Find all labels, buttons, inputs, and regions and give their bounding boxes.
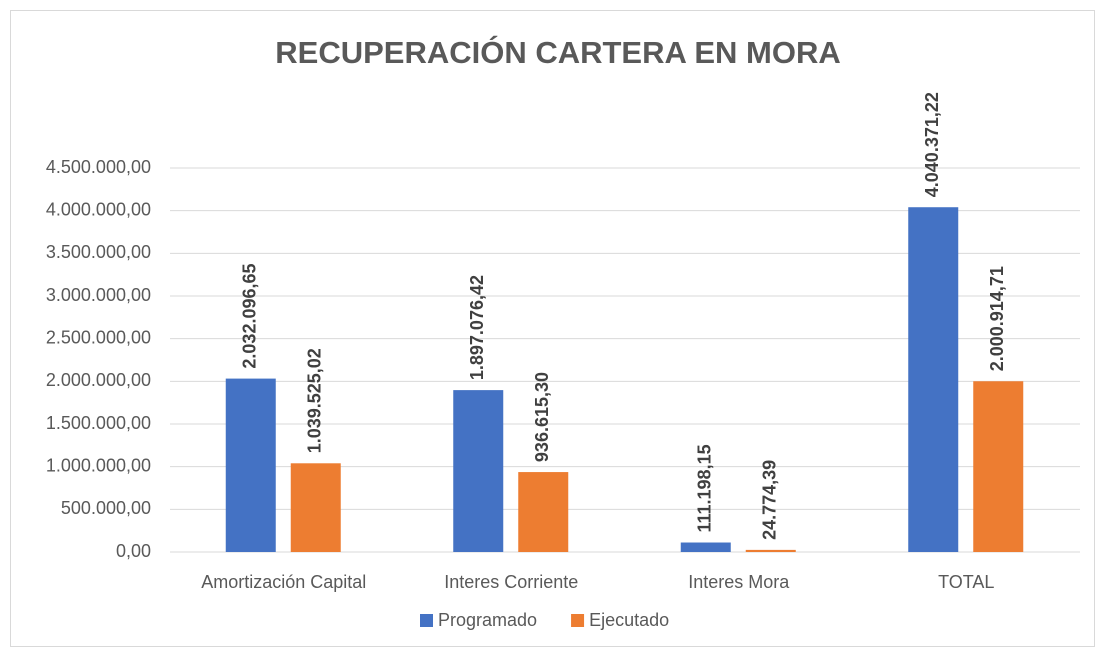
legend-swatch <box>420 614 433 627</box>
data-label: 4.040.371,22 <box>922 92 942 197</box>
data-label: 2.032.096,65 <box>240 263 260 368</box>
x-tick-label: TOTAL <box>938 572 994 592</box>
bar <box>290 463 341 552</box>
legend-swatch <box>571 614 585 627</box>
bar <box>518 472 569 552</box>
bar <box>908 207 959 552</box>
y-tick-label: 1.000.000,00 <box>46 455 151 475</box>
y-tick-label: 0,00 <box>116 541 151 561</box>
data-label: 936.615,30 <box>532 372 552 462</box>
legend-label: Ejecutado <box>589 610 669 630</box>
data-label: 24.774,39 <box>760 460 780 540</box>
y-tick-label: 4.000.000,00 <box>46 199 151 219</box>
data-label: 111.198,15 <box>695 444 715 532</box>
y-tick-label: 4.500.000,00 <box>46 157 151 177</box>
chart-title: RECUPERACIÓN CARTERA EN MORA <box>275 34 840 70</box>
y-tick-label: 3.000.000,00 <box>46 285 151 305</box>
y-tick-label: 1.500.000,00 <box>46 413 151 433</box>
bar <box>973 381 1024 552</box>
x-tick-label: Amortización Capital <box>201 572 366 592</box>
bar <box>745 549 796 552</box>
y-tick-label: 3.500.000,00 <box>46 242 151 262</box>
bar <box>680 542 731 552</box>
data-label: 2.000.914,71 <box>987 266 1007 371</box>
bar <box>453 390 504 552</box>
x-tick-label: Interes Mora <box>688 572 790 592</box>
y-tick-label: 2.500.000,00 <box>46 327 151 347</box>
data-label: 1.039.525,02 <box>305 348 325 453</box>
data-label: 1.897.076,42 <box>467 275 487 380</box>
x-tick-label: Interes Corriente <box>444 572 578 592</box>
y-tick-label: 500.000,00 <box>61 498 151 518</box>
y-tick-label: 2.000.000,00 <box>46 370 151 390</box>
bar <box>225 378 276 552</box>
legend-label: Programado <box>438 610 537 630</box>
